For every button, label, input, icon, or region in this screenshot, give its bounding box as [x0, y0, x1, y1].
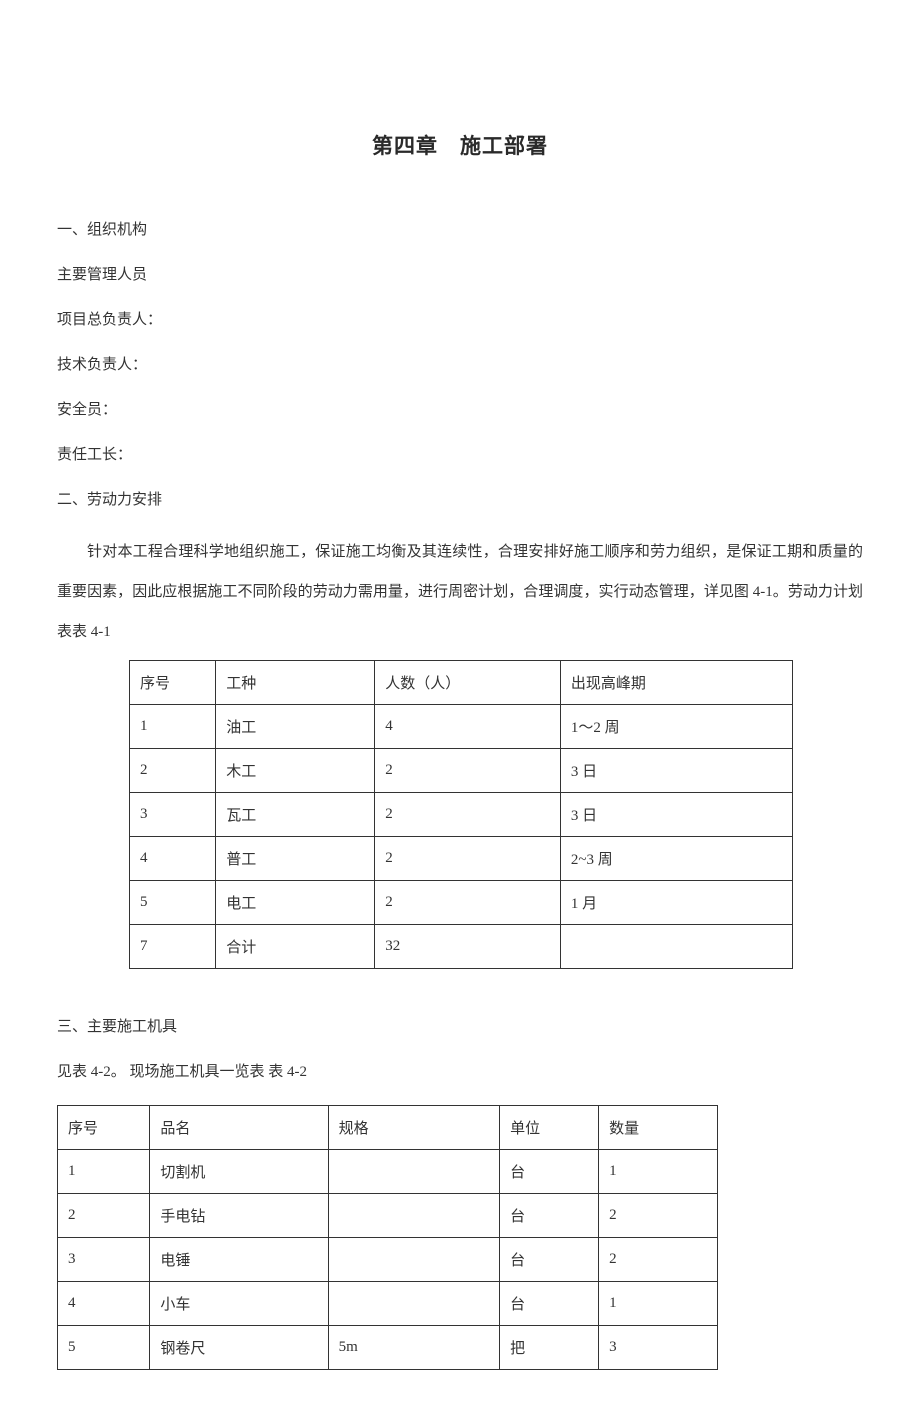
- table-cell: [328, 1150, 500, 1194]
- table-cell: 普工: [216, 837, 375, 881]
- labor-plan-table-wrapper: 序号 工种 人数（人） 出现高峰期 1 油工 4 1～2 周 2 木工 2 3 …: [129, 660, 793, 969]
- table-cell: 2: [375, 837, 561, 881]
- table-cell: 小车: [150, 1282, 328, 1326]
- section-3-heading: 三、主要施工机具: [57, 1015, 863, 1039]
- table-row: 1 切割机 台 1: [58, 1150, 718, 1194]
- table-row: 3 电锤 台 2: [58, 1238, 718, 1282]
- section-3-subheading: 见表 4-2。 现场施工机具一览表 表 4-2: [57, 1060, 863, 1084]
- table-header-cell: 序号: [58, 1106, 150, 1150]
- table-cell: 1: [58, 1150, 150, 1194]
- table-cell: 钢卷尺: [150, 1326, 328, 1370]
- section-1-line-4: 安全员：: [57, 398, 863, 422]
- table-cell: 3 日: [560, 793, 792, 837]
- table-header-cell: 序号: [130, 661, 216, 705]
- equipment-table-wrapper: 序号 品名 规格 单位 数量 1 切割机 台 1 2 手电钻 台 2 3 电锤 …: [57, 1105, 718, 1370]
- table-row: 1 油工 4 1～2 周: [130, 705, 793, 749]
- table-cell: 把: [500, 1326, 599, 1370]
- table-cell: 1: [130, 705, 216, 749]
- table-cell: 手电钻: [150, 1194, 328, 1238]
- table-cell: 油工: [216, 705, 375, 749]
- table-cell: [328, 1194, 500, 1238]
- table-cell: 电锤: [150, 1238, 328, 1282]
- table-cell: 2: [375, 881, 561, 925]
- table-cell: 木工: [216, 749, 375, 793]
- table-cell: 电工: [216, 881, 375, 925]
- equipment-table: 序号 品名 规格 单位 数量 1 切割机 台 1 2 手电钻 台 2 3 电锤 …: [57, 1105, 718, 1370]
- table-cell: 2: [58, 1194, 150, 1238]
- table-cell: 2~3 周: [560, 837, 792, 881]
- table-cell: 合计: [216, 925, 375, 969]
- table-cell: 1: [599, 1150, 718, 1194]
- table-cell: [328, 1238, 500, 1282]
- table-cell: 2: [599, 1238, 718, 1282]
- table-row: 2 手电钻 台 2: [58, 1194, 718, 1238]
- section-2-heading: 二、劳动力安排: [57, 488, 863, 512]
- table-cell: 2: [375, 793, 561, 837]
- table-header-cell: 品名: [150, 1106, 328, 1150]
- section-1-heading: 一、组织机构: [57, 218, 863, 242]
- table-cell: 台: [500, 1150, 599, 1194]
- section-2-paragraph: 针对本工程合理科学地组织施工，保证施工均衡及其连续性，合理安排好施工顺序和劳力组…: [57, 533, 863, 652]
- table-cell: 32: [375, 925, 561, 969]
- table-cell: 5: [130, 881, 216, 925]
- table-cell: 2: [599, 1194, 718, 1238]
- table-row: 7 合计 32: [130, 925, 793, 969]
- table-cell: [560, 925, 792, 969]
- table-header-cell: 工种: [216, 661, 375, 705]
- table-cell: 4: [130, 837, 216, 881]
- table-cell: 瓦工: [216, 793, 375, 837]
- table-row: 5 电工 2 1 月: [130, 881, 793, 925]
- table-row: 4 小车 台 1: [58, 1282, 718, 1326]
- table-cell: 2: [130, 749, 216, 793]
- table-cell: [328, 1282, 500, 1326]
- chapter-title: 第四章 施工部署: [57, 130, 863, 160]
- table-row: 2 木工 2 3 日: [130, 749, 793, 793]
- table-cell: 1～2 周: [560, 705, 792, 749]
- table-cell: 7: [130, 925, 216, 969]
- table-cell: 3: [58, 1238, 150, 1282]
- table-cell: 台: [500, 1238, 599, 1282]
- table-header-cell: 人数（人）: [375, 661, 561, 705]
- section-1-line-1: 主要管理人员: [57, 263, 863, 287]
- table-cell: 3: [599, 1326, 718, 1370]
- section-1-line-5: 责任工长：: [57, 443, 863, 467]
- table-cell: 4: [375, 705, 561, 749]
- labor-plan-table: 序号 工种 人数（人） 出现高峰期 1 油工 4 1～2 周 2 木工 2 3 …: [129, 660, 793, 969]
- table-cell: 1 月: [560, 881, 792, 925]
- table-cell: 切割机: [150, 1150, 328, 1194]
- table-header-cell: 规格: [328, 1106, 500, 1150]
- table-header-cell: 数量: [599, 1106, 718, 1150]
- table-cell: 台: [500, 1194, 599, 1238]
- table-cell: 2: [375, 749, 561, 793]
- table-header-cell: 单位: [500, 1106, 599, 1150]
- table-cell: 5m: [328, 1326, 500, 1370]
- table-header-cell: 出现高峰期: [560, 661, 792, 705]
- section-1-line-2: 项目总负责人：: [57, 308, 863, 332]
- table-cell: 台: [500, 1282, 599, 1326]
- table-cell: 3 日: [560, 749, 792, 793]
- section-1-line-3: 技术负责人：: [57, 353, 863, 377]
- table-cell: 5: [58, 1326, 150, 1370]
- table-cell: 1: [599, 1282, 718, 1326]
- table-cell: 4: [58, 1282, 150, 1326]
- table-row: 3 瓦工 2 3 日: [130, 793, 793, 837]
- table-row: 5 钢卷尺 5m 把 3: [58, 1326, 718, 1370]
- table-row: 序号 品名 规格 单位 数量: [58, 1106, 718, 1150]
- table-row: 序号 工种 人数（人） 出现高峰期: [130, 661, 793, 705]
- table-row: 4 普工 2 2~3 周: [130, 837, 793, 881]
- table-cell: 3: [130, 793, 216, 837]
